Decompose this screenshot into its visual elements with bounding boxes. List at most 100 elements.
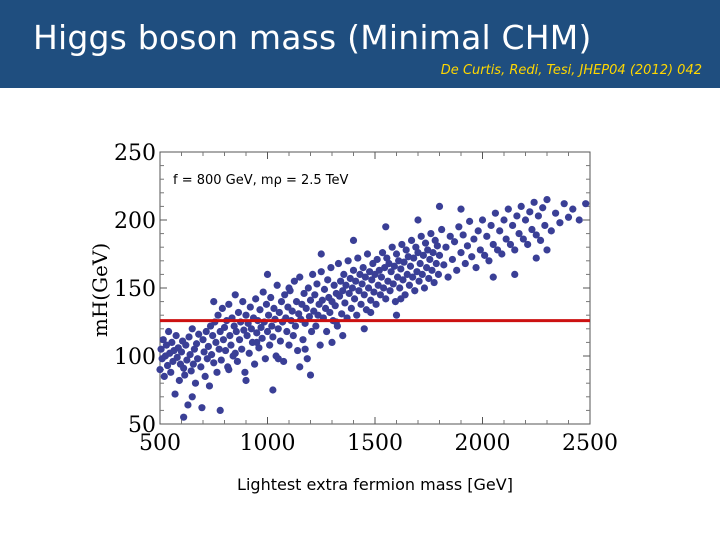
data-point [450, 238, 459, 246]
data-point [543, 246, 551, 254]
data-point [183, 356, 191, 364]
data-point [370, 288, 378, 296]
data-point [528, 225, 536, 234]
data-point [273, 281, 281, 289]
data-point [363, 250, 372, 258]
data-point [312, 322, 320, 330]
data-point [331, 302, 339, 310]
x-axis-label: Lightest extra fermion mass [GeV] [237, 475, 513, 494]
data-point [159, 336, 167, 344]
annotation-label: f = 800 GeV, mρ = 2.5 TeV [173, 173, 349, 188]
data-point [231, 349, 239, 357]
data-point [268, 322, 276, 330]
data-point [457, 205, 465, 213]
data-point [373, 255, 381, 264]
data-point [313, 280, 321, 288]
data-point [288, 307, 296, 315]
data-point [400, 258, 408, 266]
data-point [307, 327, 316, 336]
data-point [264, 311, 273, 319]
data-point [291, 322, 300, 330]
data-point [301, 345, 309, 353]
x-tick-label: 500 [139, 431, 181, 456]
plot-area [159, 151, 591, 425]
data-point [306, 296, 315, 304]
data-point [191, 379, 200, 387]
data-point [491, 209, 499, 217]
data-point [412, 243, 420, 251]
data-point [466, 217, 474, 225]
data-point [425, 274, 433, 283]
data-point [541, 221, 549, 230]
data-point [556, 219, 564, 227]
data-point [356, 270, 364, 278]
data-point [427, 230, 435, 238]
data-point [345, 289, 353, 298]
data-point [227, 341, 235, 349]
data-point [232, 327, 240, 336]
y-tick-label: 150 [114, 277, 156, 302]
data-point [391, 298, 400, 306]
data-point [367, 296, 375, 304]
data-point [511, 246, 519, 254]
data-point [539, 204, 547, 212]
data-point [361, 273, 369, 281]
data-point [305, 312, 314, 321]
data-point [281, 291, 289, 299]
data-point [338, 310, 346, 318]
data-point [217, 356, 225, 364]
data-point [489, 273, 497, 281]
data-point [376, 291, 384, 299]
data-point [253, 338, 261, 346]
data-point [199, 336, 207, 344]
data-point [433, 242, 441, 250]
data-point [360, 291, 368, 299]
data-point [521, 216, 530, 224]
data-point [382, 223, 390, 231]
data-point [213, 368, 221, 376]
data-point [392, 311, 401, 319]
data-point [560, 200, 568, 208]
data-point [200, 348, 208, 356]
data-point [253, 329, 261, 337]
data-point [526, 208, 534, 216]
data-point [506, 240, 515, 249]
data-point [468, 253, 476, 261]
data-point [230, 322, 238, 330]
data-point [202, 327, 210, 336]
data-point [231, 291, 239, 299]
data-point [259, 288, 267, 296]
data-point [342, 281, 350, 289]
data-point [478, 216, 487, 224]
data-point [317, 250, 325, 258]
data-point [225, 366, 233, 374]
y-axis-label: mH(GeV) [88, 243, 112, 337]
data-point [324, 276, 332, 284]
data-point [444, 273, 452, 281]
data-point [171, 390, 179, 398]
data-point [339, 332, 347, 340]
data-point [350, 295, 359, 303]
data-point [582, 200, 590, 208]
data-point [285, 341, 293, 349]
data-point [172, 332, 180, 340]
data-point [564, 213, 573, 221]
data-point [311, 291, 319, 299]
data-point [157, 345, 165, 353]
data-point [296, 363, 304, 371]
data-point [335, 292, 344, 300]
data-point [327, 264, 335, 272]
data-point [204, 342, 212, 351]
data-point [258, 334, 266, 342]
data-point [414, 216, 422, 224]
data-point [434, 270, 443, 278]
data-point [423, 264, 431, 272]
data-point [575, 216, 583, 224]
data-point [175, 376, 183, 385]
data-point [289, 332, 297, 340]
data-point [402, 246, 410, 254]
data-point [411, 287, 419, 295]
data-point [296, 273, 304, 281]
axis-ticks: 500 1000 1500 2000 2500 50 100 150 200 250 [114, 141, 618, 456]
